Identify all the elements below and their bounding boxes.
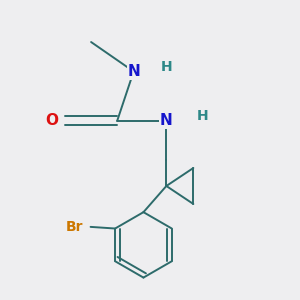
Text: H: H: [196, 109, 208, 123]
Text: O: O: [45, 113, 58, 128]
Text: N: N: [160, 113, 173, 128]
Text: H: H: [160, 60, 172, 74]
Text: N: N: [127, 64, 140, 79]
Text: Br: Br: [65, 220, 83, 234]
